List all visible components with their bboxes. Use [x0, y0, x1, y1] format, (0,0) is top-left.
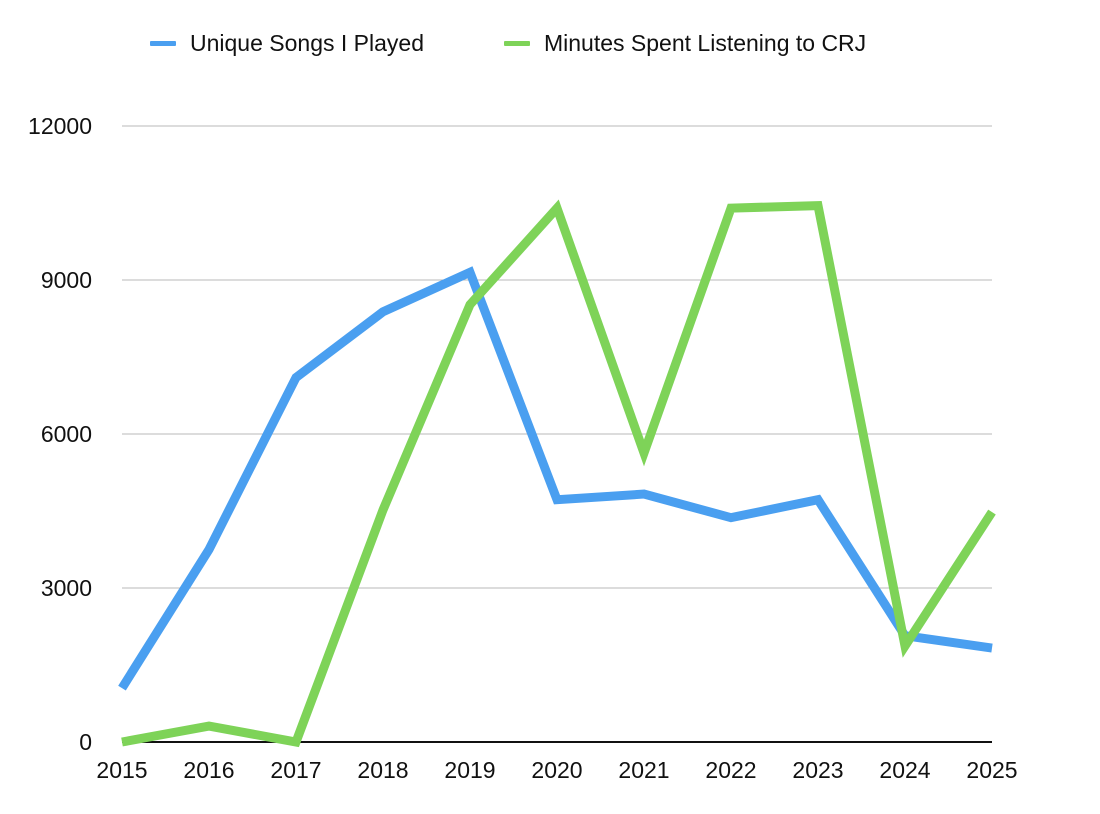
x-tick-label: 2025 [966, 757, 1017, 783]
legend-item-minutes-crj: Minutes Spent Listening to CRJ [504, 30, 866, 57]
legend-swatch-green [504, 41, 530, 46]
legend-swatch-blue [150, 41, 176, 46]
x-tick-label: 2019 [444, 757, 495, 783]
x-tick-label: 2023 [792, 757, 843, 783]
y-tick-label: 0 [79, 729, 92, 755]
x-tick-label: 2024 [879, 757, 930, 783]
x-tick-label: 2020 [531, 757, 582, 783]
x-tick-label: 2021 [618, 757, 669, 783]
y-tick-label: 9000 [41, 267, 92, 293]
x-axis: 2015 2016 2017 2018 2019 2020 2021 2022 2023 2024… [96, 741, 1018, 783]
y-tick-label: 6000 [41, 421, 92, 447]
series-lines [118, 199, 996, 748]
x-tick-label: 2018 [357, 757, 408, 783]
x-tick-label: 2016 [183, 757, 234, 783]
series-line-1 [121, 199, 996, 748]
legend-item-unique-songs: Unique Songs I Played [150, 30, 424, 57]
y-tick-label: 3000 [41, 575, 92, 601]
x-tick-label: 2017 [270, 757, 321, 783]
series-line-0 [118, 266, 993, 691]
x-tick-label: 2022 [705, 757, 756, 783]
x-tick-label: 2015 [96, 757, 147, 783]
y-tick-label: 12000 [28, 113, 92, 139]
legend-label: Minutes Spent Listening to CRJ [544, 30, 867, 56]
legend-label: Unique Songs I Played [190, 30, 424, 56]
gridlines [122, 125, 992, 589]
chart-legend: Unique Songs I Played Minutes Spent List… [150, 30, 866, 57]
y-axis: 0 3000 6000 9000 12000 [28, 113, 92, 755]
